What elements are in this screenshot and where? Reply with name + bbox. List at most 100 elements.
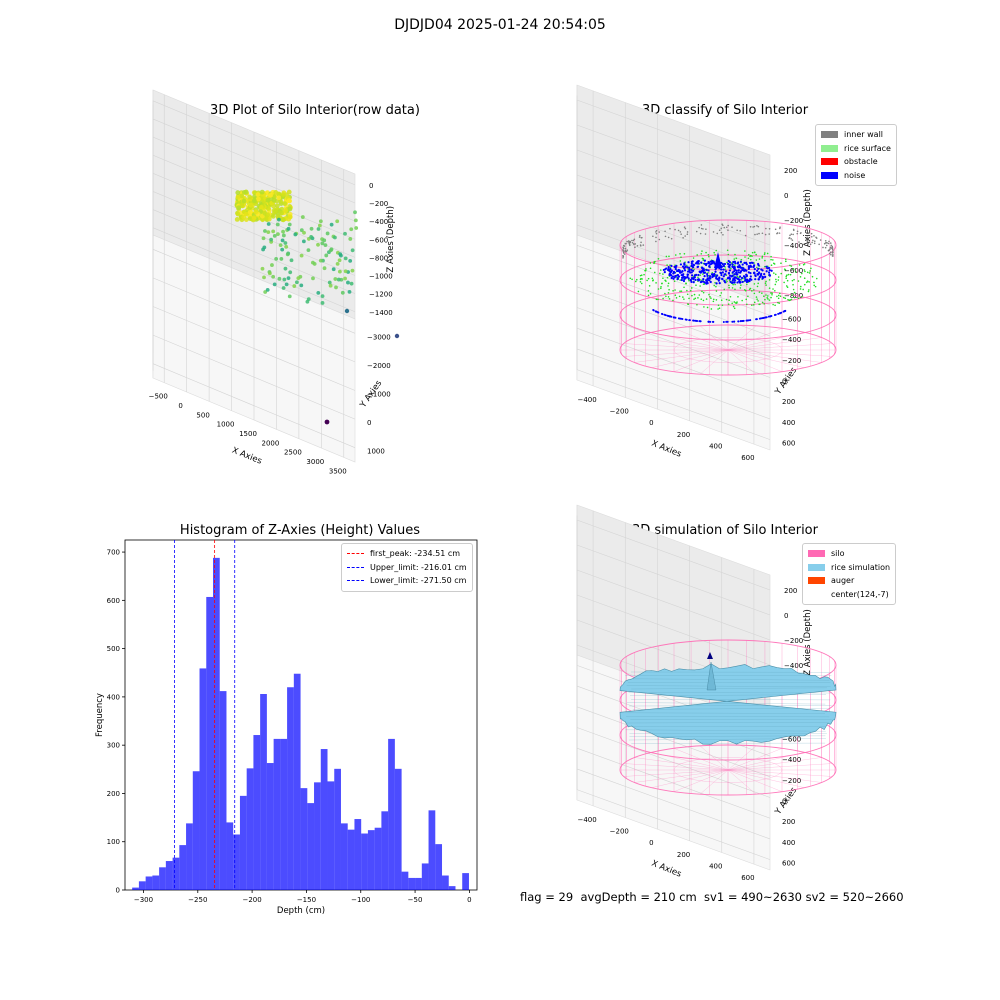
noise-point <box>738 278 741 281</box>
noise-point <box>692 281 695 284</box>
noise-point <box>729 280 732 283</box>
noise-point <box>665 267 668 270</box>
x-axis-label: Depth (cm) <box>277 906 325 916</box>
noise-point <box>715 282 718 285</box>
rice-surface-point <box>662 273 664 275</box>
noise-point <box>684 318 687 321</box>
z-tick-label: −1000 <box>369 273 393 281</box>
inner-wall-point <box>705 228 707 230</box>
x-tick-label: 0 <box>649 839 653 847</box>
data-point <box>289 258 294 263</box>
legend-item-rice-simulation: rice simulation <box>808 561 890 575</box>
rice-surface-point <box>777 276 780 278</box>
data-point <box>316 227 321 231</box>
inner-wall-point <box>796 232 799 235</box>
data-point <box>322 238 327 243</box>
grid-line <box>576 768 771 840</box>
outlier-point <box>324 419 330 425</box>
legend-item-rice-surface: rice surface <box>821 142 891 156</box>
noise-point <box>706 274 709 278</box>
histogram-bar <box>421 863 429 890</box>
noise-point <box>692 269 695 272</box>
inner-wall-point <box>655 231 657 233</box>
data-point <box>337 258 342 263</box>
rice-surface-point <box>797 280 800 282</box>
histogram-bar <box>138 881 146 890</box>
rice-surface-point <box>813 284 815 287</box>
noise-point <box>711 261 714 265</box>
rice-surface-point <box>777 301 779 304</box>
data-point <box>339 253 343 258</box>
rice-surface-point <box>644 269 647 272</box>
histogram-bar <box>448 886 456 890</box>
data-point <box>350 248 355 253</box>
z-tick-label: −1200 <box>369 291 393 299</box>
rice-surface-point <box>793 278 795 281</box>
rice-surface-point <box>801 295 803 298</box>
data-point <box>353 218 358 223</box>
raw-data-3d-panel: −500 0 500 1000 1500 2000 2500 3000 3500 1000 0 −10… <box>149 89 400 475</box>
rice-surface-point <box>736 301 738 303</box>
rice-surface-point <box>725 298 728 301</box>
histogram-bar <box>462 873 469 890</box>
outlier-point <box>344 308 350 314</box>
noise-point <box>692 263 695 266</box>
mesh-line <box>631 678 830 681</box>
rice-surface-point <box>753 292 756 295</box>
y-tick-label: −400 <box>782 756 801 764</box>
histogram-bar <box>374 827 382 890</box>
x-tick-label: −200 <box>610 828 629 836</box>
noise-point <box>683 267 686 270</box>
rice-surface-point <box>740 258 743 261</box>
inner-wall-point <box>813 242 816 245</box>
noise-point <box>733 266 736 269</box>
center-marker <box>707 652 713 659</box>
inner-wall-point <box>727 224 729 227</box>
noise-point <box>754 274 757 278</box>
rice-surface-point <box>647 277 650 280</box>
histogram-bar <box>280 738 288 890</box>
rice-surface-point <box>686 264 688 267</box>
z-tick-label: −600 <box>784 267 803 275</box>
data-point <box>281 286 286 290</box>
data-point <box>287 222 292 227</box>
noise-point <box>702 278 705 281</box>
rice-surface-point <box>726 249 729 252</box>
rice-surface-point <box>698 294 701 296</box>
noise-point <box>768 274 772 277</box>
legend-swatch <box>821 144 838 152</box>
noise-point <box>756 269 759 272</box>
noise-point <box>758 276 761 279</box>
data-point <box>251 215 257 221</box>
noise-point <box>734 276 737 279</box>
rice-surface-point <box>724 268 727 271</box>
rice-surface-point <box>780 262 782 265</box>
noise-point <box>743 269 746 272</box>
x-tick-label: 1500 <box>239 430 257 438</box>
legend-swatch <box>808 550 825 558</box>
rice-surface-point <box>645 268 647 270</box>
rice-surface-point <box>702 273 704 275</box>
inner-wall-point <box>632 239 635 242</box>
rice-simulation-surface <box>619 663 837 745</box>
data-point <box>318 258 323 263</box>
noise-point <box>717 279 720 282</box>
rice-surface-point <box>733 264 736 267</box>
histogram-bar <box>246 768 254 890</box>
inner-wall-point <box>702 228 704 230</box>
inner-wall-point <box>664 235 667 238</box>
inner-wall-point <box>829 251 832 254</box>
rice-surface-point <box>753 289 755 291</box>
noise-point <box>729 263 732 266</box>
rice-surface-point <box>673 280 676 283</box>
noise-point <box>764 275 767 278</box>
rice-surface-point <box>679 290 681 293</box>
y-tick-label: 500 <box>107 645 120 653</box>
rice-surface-point <box>783 281 785 284</box>
grid-line <box>152 306 356 391</box>
rice-surface-point <box>808 272 811 274</box>
noise-point <box>712 320 715 323</box>
noise-point <box>686 275 689 278</box>
noise-point <box>767 266 771 270</box>
rice-surface-point <box>764 259 766 262</box>
